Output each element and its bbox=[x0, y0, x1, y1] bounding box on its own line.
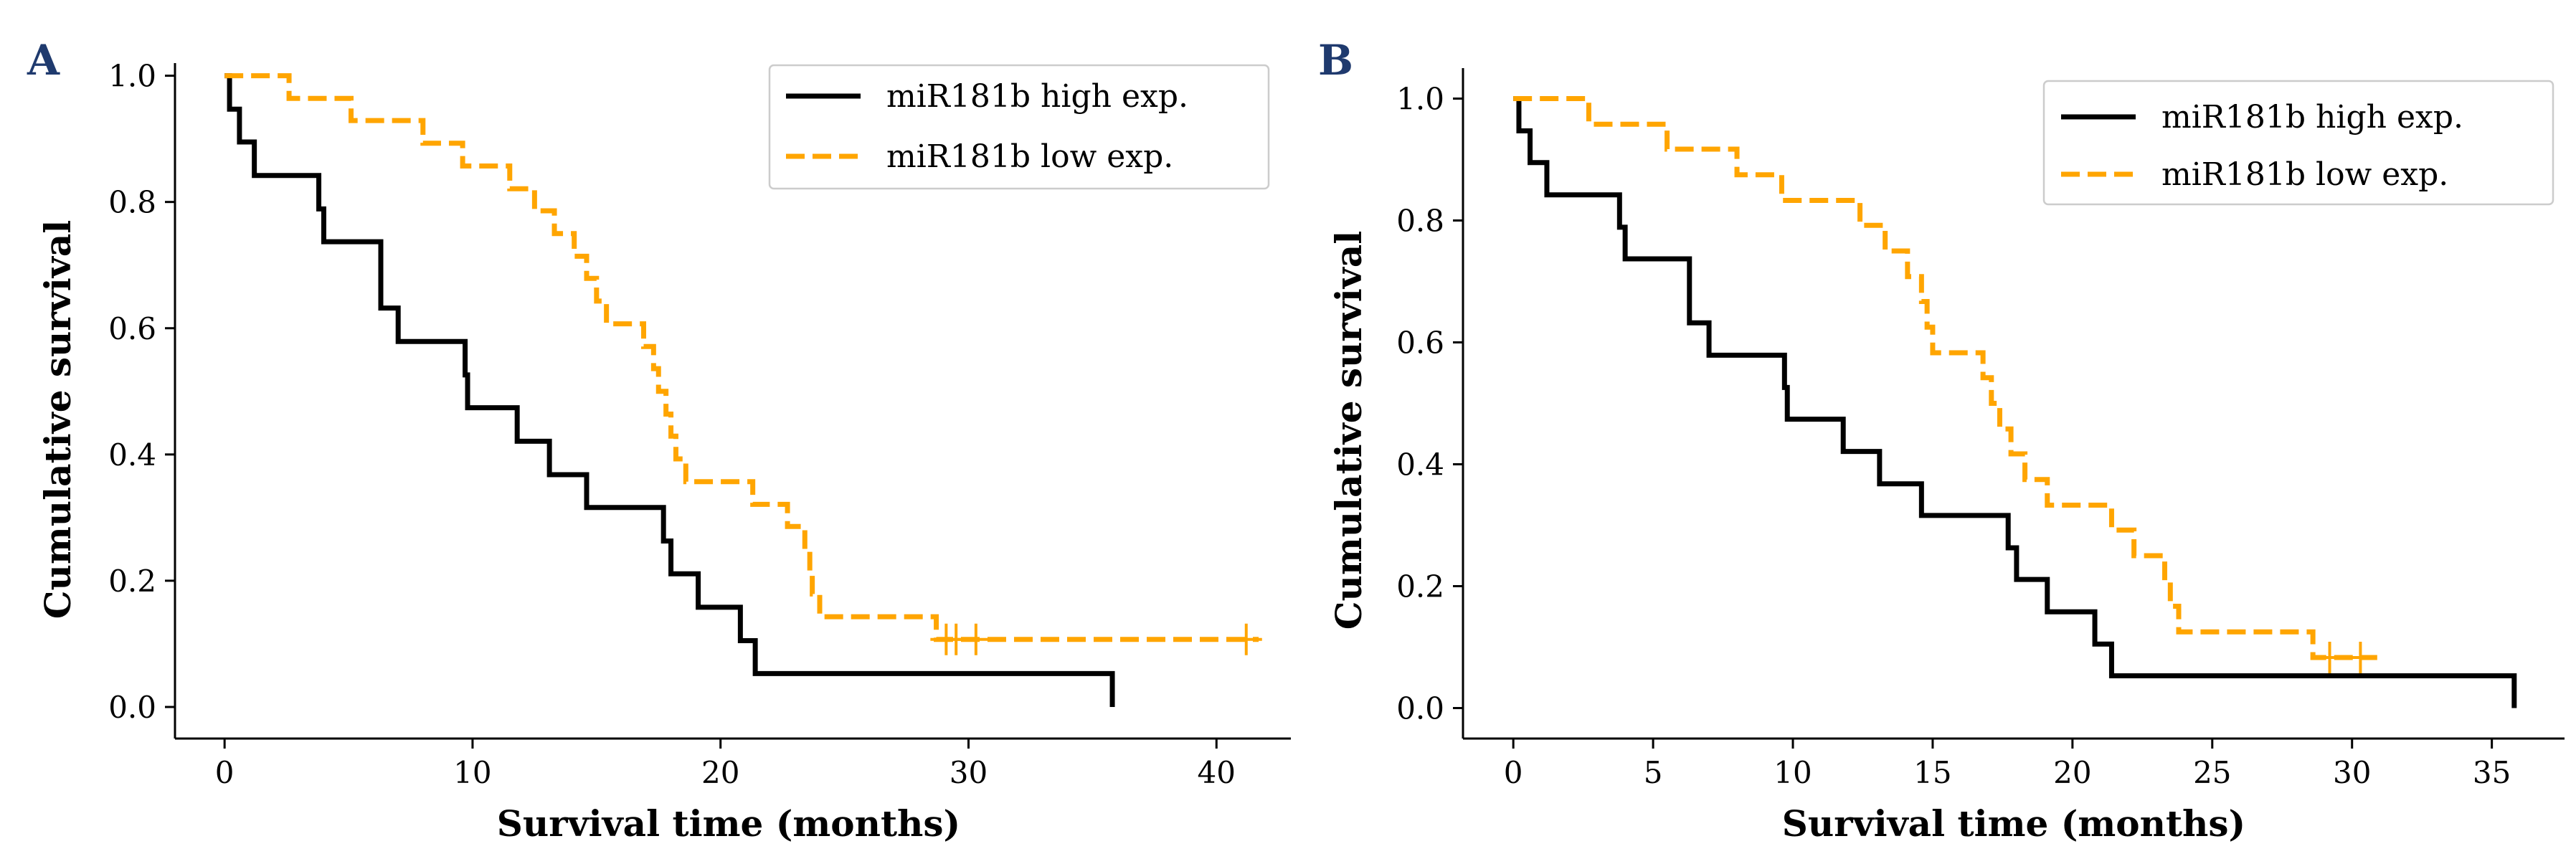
x-tick-label-a: 10 bbox=[453, 755, 491, 790]
x-tick-label-b: 30 bbox=[2333, 755, 2371, 790]
y-tick-label-b: 0.4 bbox=[1396, 447, 1444, 483]
censor-mark-b bbox=[2314, 641, 2346, 673]
x-tick-label-a: 0 bbox=[215, 755, 235, 790]
legend-box-b bbox=[2042, 80, 2554, 206]
legend-label-high-a: miR181b high exp. bbox=[886, 78, 1188, 115]
y-tick-label-b: 1.0 bbox=[1396, 82, 1444, 117]
y-tick-label-a: 0.0 bbox=[108, 690, 156, 725]
x-tick-label-b: 0 bbox=[1504, 755, 1523, 790]
censor-mark-a bbox=[960, 623, 992, 655]
legend-b: miR181b high exp. miR181b low exp. bbox=[2042, 80, 2554, 206]
panel-label-b: B bbox=[1318, 36, 1353, 85]
y-tick-label-a: 0.4 bbox=[108, 437, 156, 473]
y-axis-title-a: Cumulative survival bbox=[37, 220, 79, 620]
x-tick-label-b: 20 bbox=[2053, 755, 2091, 790]
y-tick-label-b: 0.0 bbox=[1396, 691, 1444, 726]
x-tick-label-b: 10 bbox=[1774, 755, 1812, 790]
y-tick-label-a: 1.0 bbox=[108, 59, 156, 94]
high-exp-curve-b bbox=[1513, 96, 2517, 708]
x-tick-label-a: 30 bbox=[950, 755, 988, 790]
y-axis-title-b: Cumulative survival bbox=[1327, 231, 1370, 630]
legend-label-low-a: miR181b low exp. bbox=[886, 138, 1173, 175]
y-tick-label-a: 0.2 bbox=[108, 564, 156, 599]
x-tick-label-b: 35 bbox=[2473, 755, 2511, 790]
x-tick-label-a: 40 bbox=[1198, 755, 1236, 790]
x-axis-title-a: Survival time (months) bbox=[497, 802, 960, 845]
y-tick-label-a: 0.6 bbox=[108, 311, 156, 346]
legend-a: miR181b high exp. miR181b low exp. bbox=[768, 64, 1270, 190]
legend-box-a bbox=[768, 64, 1270, 190]
low-exp-curve-a bbox=[224, 73, 1259, 642]
legend-label-low-b: miR181b low exp. bbox=[2161, 156, 2448, 193]
y-tick-label-a: 0.8 bbox=[108, 185, 156, 220]
legend-label-high-b: miR181b high exp. bbox=[2161, 99, 2463, 136]
x-tick-label-a: 20 bbox=[701, 755, 739, 790]
x-axis-title-b: Survival time (months) bbox=[1782, 802, 2245, 845]
x-tick-label-b: 25 bbox=[2193, 755, 2231, 790]
y-tick-label-b: 0.8 bbox=[1396, 204, 1444, 239]
censor-mark-b bbox=[2344, 641, 2377, 673]
panel-label-a: A bbox=[27, 36, 60, 85]
plot-area-a: 0 10 20 30 40 0.0 0.2 0.4 0.6 0.8 1.0 bbox=[108, 59, 1291, 790]
high-exp-curve-a bbox=[224, 73, 1115, 707]
y-tick-label-b: 0.6 bbox=[1396, 326, 1444, 361]
y-tick-label-b: 0.2 bbox=[1396, 569, 1444, 604]
x-tick-label-b: 15 bbox=[1913, 755, 1951, 790]
x-tick-label-b: 5 bbox=[1644, 755, 1663, 790]
panel-a: A 0 10 20 30 40 0.0 0.2 0.4 0.6 0.8 1.0 Cumulative… bbox=[27, 36, 1291, 845]
panel-b: B 0 5 10 15 20 25 30 35 0.0 0.2 0.4 0.6 0.8 1.0 Cumul… bbox=[1318, 36, 2565, 845]
plot-area-b: 0 5 10 15 20 25 30 35 0.0 0.2 0.4 0.6 0.8 1.0 bbox=[1396, 68, 2565, 790]
censor-mark-a bbox=[1230, 623, 1262, 655]
low-exp-curve-b bbox=[1513, 96, 2377, 660]
